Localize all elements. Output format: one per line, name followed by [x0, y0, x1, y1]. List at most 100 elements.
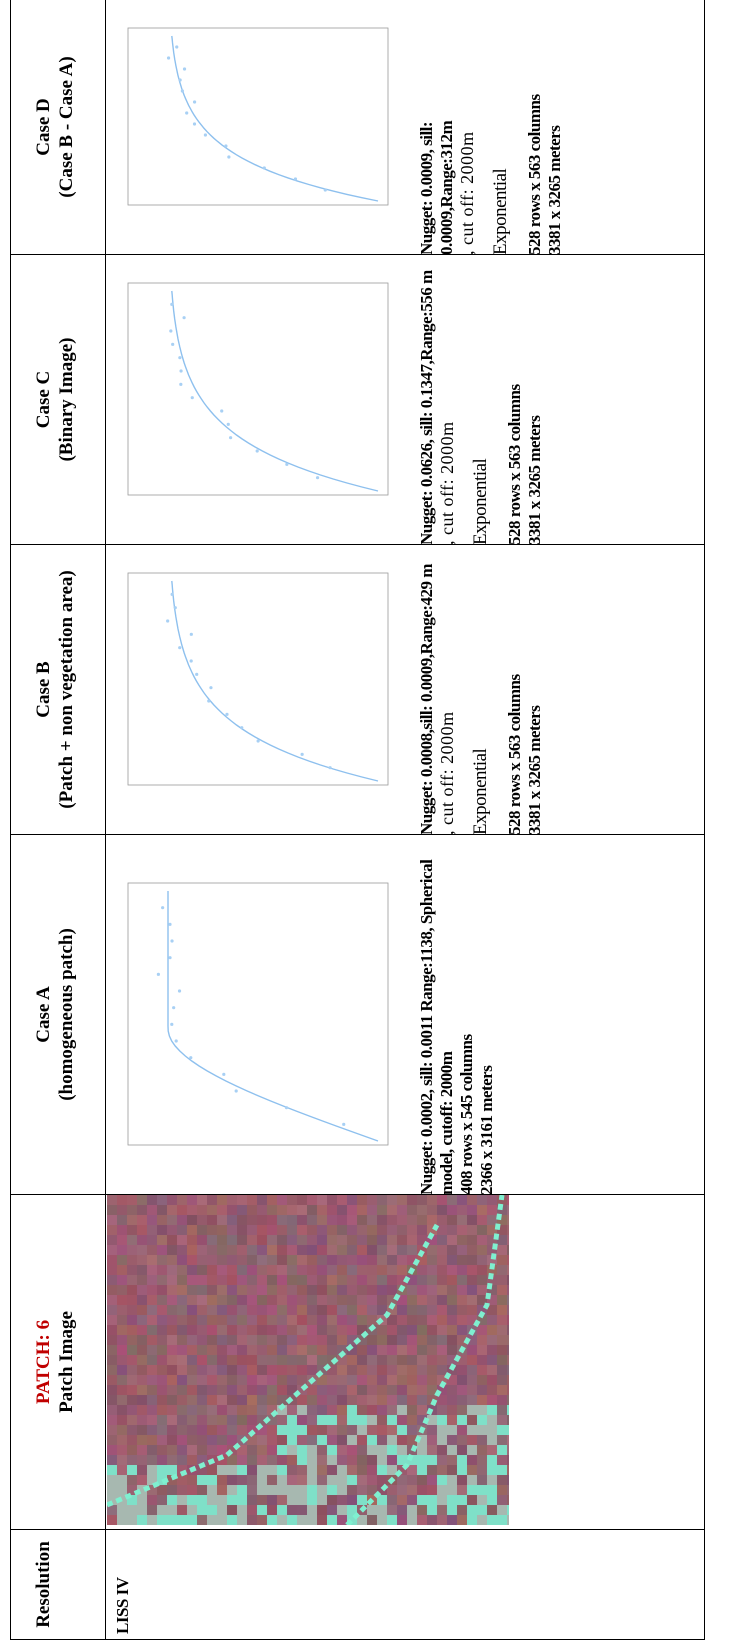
patch-pixel	[267, 1375, 277, 1385]
patch-pixel	[227, 1455, 237, 1465]
patch-pixel	[217, 1325, 227, 1335]
patch-pixel	[397, 1365, 407, 1375]
patch-pixel	[427, 1325, 437, 1335]
patch-pixel	[377, 1505, 387, 1515]
patch-pixel	[477, 1415, 487, 1425]
patch-pixel	[307, 1425, 317, 1435]
patch-pixel	[507, 1405, 509, 1415]
patch-pixel	[467, 1435, 477, 1445]
patch-pixel	[107, 1205, 117, 1215]
patch-pixel	[147, 1505, 157, 1515]
patch-pixel	[117, 1255, 127, 1265]
patch-pixel	[257, 1295, 267, 1305]
patch-pixel	[307, 1385, 317, 1395]
patch-pixel	[217, 1215, 227, 1225]
patch-pixel	[187, 1395, 197, 1405]
patch-pixel	[207, 1405, 217, 1415]
patch-pixel	[507, 1215, 509, 1225]
patch-pixel	[237, 1395, 247, 1405]
patch-pixel	[387, 1495, 397, 1505]
patch-pixel	[347, 1255, 357, 1265]
patch-pixel	[457, 1255, 467, 1265]
patch-pixel	[227, 1505, 237, 1515]
patch-pixel	[317, 1445, 327, 1455]
patch-pixel	[227, 1475, 237, 1485]
patch-pixel	[407, 1245, 417, 1255]
patch-pixel	[337, 1385, 347, 1395]
patch-pixel	[187, 1515, 197, 1525]
patch-pixel	[277, 1425, 287, 1435]
patch-pixel	[117, 1515, 127, 1525]
patch-pixel	[257, 1465, 267, 1475]
patch-pixel	[127, 1205, 137, 1215]
patch-pixel	[287, 1265, 297, 1275]
patch-pixel	[307, 1315, 317, 1325]
patch-pixel	[207, 1305, 217, 1315]
patch-pixel	[507, 1465, 509, 1475]
patch-pixel	[257, 1285, 267, 1295]
patch-pixel	[237, 1405, 247, 1415]
patch-pixel	[307, 1195, 317, 1205]
patch-pixel	[247, 1275, 257, 1285]
patch-pixel	[237, 1245, 247, 1255]
patch-pixel	[177, 1355, 187, 1365]
patch-pixel	[347, 1295, 357, 1305]
patch-pixel	[237, 1315, 247, 1325]
patch-pixel	[417, 1305, 427, 1315]
patch-pixel	[507, 1335, 509, 1345]
patch-pixel	[267, 1395, 277, 1405]
patch-pixel	[247, 1395, 257, 1405]
patch-pixel	[127, 1515, 137, 1525]
variogram-point	[255, 449, 259, 453]
patch-pixel	[167, 1265, 177, 1275]
patch-pixel	[347, 1315, 357, 1325]
patch-pixel	[497, 1445, 507, 1455]
patch-pixel	[477, 1475, 487, 1485]
patch-pixel	[457, 1225, 467, 1235]
patch-pixel	[187, 1425, 197, 1435]
patch-pixel	[497, 1265, 507, 1275]
variogram-point	[227, 155, 231, 159]
patch-pixel	[477, 1295, 487, 1305]
patch-pixel	[137, 1295, 147, 1305]
patch-pixel	[307, 1405, 317, 1415]
patch-pixel	[487, 1345, 497, 1355]
patch-pixel	[247, 1475, 257, 1485]
patch-pixel	[347, 1205, 357, 1215]
patch-pixel	[427, 1295, 437, 1305]
patch-pixel	[427, 1485, 437, 1495]
patch-pixel	[357, 1495, 367, 1505]
patch-pixel	[257, 1365, 267, 1375]
patch-pixel	[337, 1405, 347, 1415]
patch-pixel	[157, 1325, 167, 1335]
patch-pixel	[437, 1225, 447, 1235]
patch-pixel	[127, 1445, 137, 1455]
patch-pixel	[487, 1325, 497, 1335]
patch-pixel	[147, 1265, 157, 1275]
patch-pixel	[387, 1385, 397, 1395]
patch-pixel	[127, 1255, 137, 1265]
patch-pixel	[407, 1335, 417, 1345]
patch-pixel	[457, 1455, 467, 1465]
patch-pixel	[127, 1305, 137, 1315]
patch-pixel	[257, 1375, 267, 1385]
plot-frame	[127, 882, 389, 1146]
patch-pixel	[267, 1225, 277, 1235]
patch-pixel	[447, 1285, 457, 1295]
patch-pixel	[207, 1435, 217, 1445]
patch-pixel	[447, 1405, 457, 1415]
patch-pixel	[227, 1235, 237, 1245]
patch-pixel	[247, 1515, 257, 1525]
patch-pixel	[147, 1435, 157, 1445]
patch-pixel	[457, 1245, 467, 1255]
variogram-point	[173, 606, 177, 610]
patch-pixel	[497, 1495, 507, 1505]
patch-pixel	[317, 1235, 327, 1245]
patch-pixel	[127, 1315, 137, 1325]
patch-pixel	[247, 1305, 257, 1315]
patch-pixel	[447, 1255, 457, 1265]
patch-pixel	[467, 1225, 477, 1235]
patch-pixel	[307, 1485, 317, 1495]
patch-pixel	[297, 1315, 307, 1325]
patch-pixel	[447, 1205, 457, 1215]
